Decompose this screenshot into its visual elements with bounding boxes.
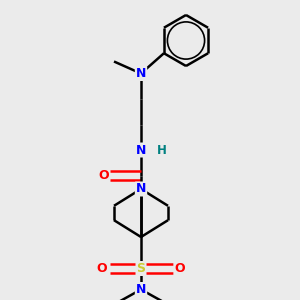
Text: S: S [136, 262, 146, 275]
Text: O: O [98, 169, 109, 182]
Text: O: O [97, 262, 107, 275]
Text: N: N [136, 67, 146, 80]
Text: O: O [175, 262, 185, 275]
Text: H: H [157, 143, 167, 157]
Text: N: N [136, 143, 146, 157]
Text: N: N [136, 182, 146, 196]
Text: N: N [136, 283, 146, 296]
